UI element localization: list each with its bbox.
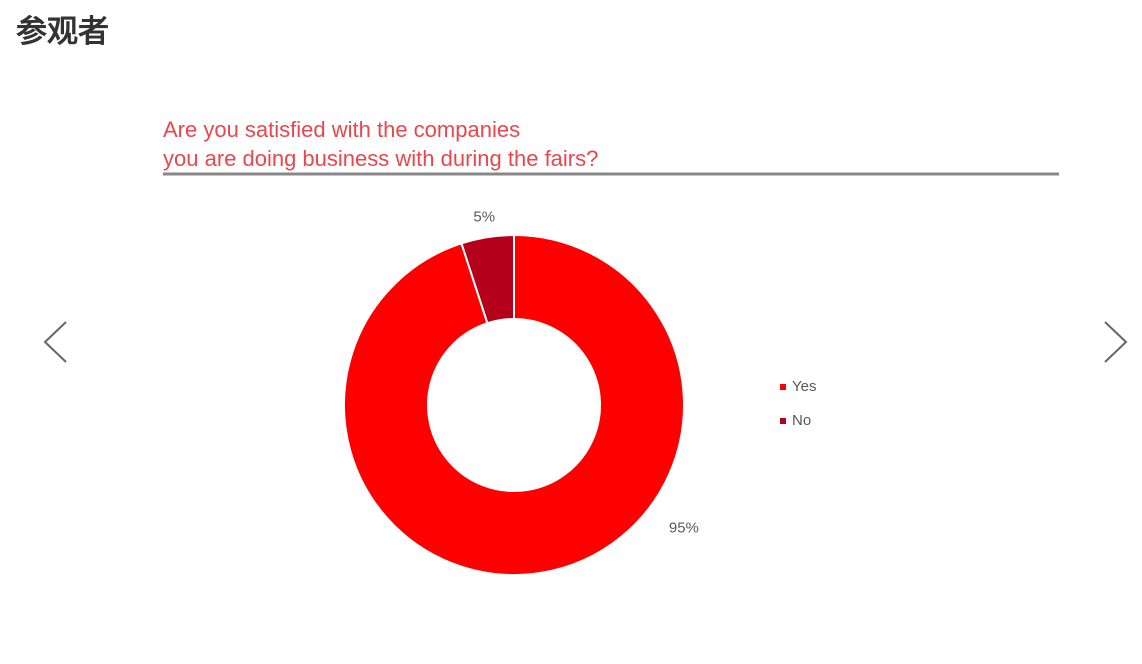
- next-arrow[interactable]: [1104, 321, 1128, 363]
- donut-slice: [343, 233, 685, 576]
- page-heading: 参观者: [16, 14, 109, 50]
- chart-title: Are you satisfied with the companies: [163, 117, 520, 142]
- legend-label: Yes: [792, 378, 816, 395]
- prev-arrow[interactable]: [43, 321, 67, 363]
- data-label: 95%: [669, 519, 699, 536]
- legend-label: No: [792, 412, 811, 429]
- chart-title: you are doing business with during the f…: [163, 146, 598, 171]
- legend-swatch: [780, 384, 786, 390]
- data-label: 5%: [473, 208, 495, 225]
- donut-slice: [460, 233, 515, 325]
- legend-swatch: [780, 418, 786, 424]
